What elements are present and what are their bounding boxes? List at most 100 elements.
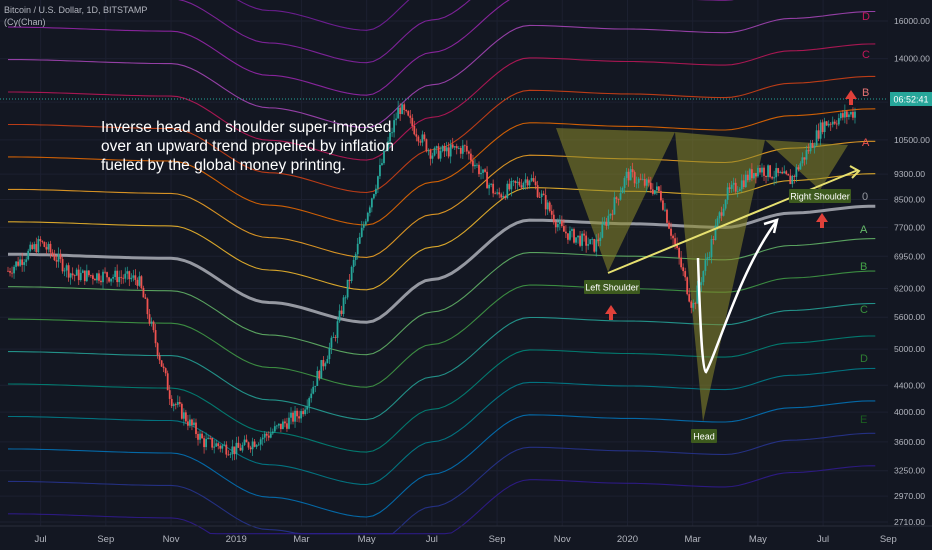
candle-body — [296, 410, 298, 417]
candle-body — [53, 255, 56, 261]
candle-body — [55, 260, 58, 262]
candle-body — [783, 171, 786, 174]
price-tick: 16000.00 — [894, 16, 930, 26]
candle-body — [579, 235, 581, 246]
candle-body — [33, 244, 36, 250]
candle-body — [850, 111, 852, 115]
candle-body — [587, 244, 590, 246]
candle-body — [769, 165, 771, 178]
candle-body — [47, 243, 50, 250]
candle-body — [732, 182, 735, 185]
candle-body — [168, 390, 171, 399]
candle-body — [217, 443, 220, 446]
candle-body — [372, 194, 375, 199]
candle-body — [332, 337, 335, 338]
candle-body — [645, 179, 648, 186]
candle-body — [767, 165, 769, 178]
candle-body — [79, 272, 82, 281]
candle-body — [678, 248, 681, 258]
candle-body — [789, 175, 792, 185]
candle-body — [480, 172, 482, 175]
candle-body — [744, 174, 747, 188]
candle-body — [116, 270, 119, 283]
candle-body — [336, 321, 339, 338]
candle-body — [627, 171, 630, 181]
candle-body — [637, 178, 640, 183]
candle-body — [189, 419, 191, 426]
candle-body — [334, 337, 337, 338]
candle-body — [51, 252, 54, 256]
candle-body — [516, 181, 519, 184]
candle-body — [799, 163, 802, 170]
right-shoulder-triangle — [765, 140, 848, 190]
candle-body — [845, 111, 848, 118]
candle-body — [419, 141, 422, 143]
candle-body — [476, 164, 478, 166]
candle-body — [292, 412, 294, 422]
candle-body — [146, 298, 149, 315]
candle-body — [277, 423, 280, 426]
candle-body — [787, 173, 790, 176]
candle-body — [540, 193, 543, 198]
candle-body — [421, 134, 424, 143]
candle-body — [235, 442, 238, 455]
candle-body — [415, 134, 418, 137]
candle-body — [164, 368, 167, 374]
candle-body — [49, 243, 52, 253]
candle-body — [35, 244, 38, 253]
channel-band — [8, 465, 876, 535]
candle-body — [69, 273, 72, 278]
candle-body — [259, 439, 262, 445]
candle-body — [413, 125, 416, 135]
candle-body — [651, 189, 654, 194]
time-tick: Jul — [817, 534, 829, 545]
candle-body — [425, 139, 428, 152]
candle-body — [482, 169, 484, 173]
candle-body — [522, 182, 525, 188]
candle-body — [389, 132, 391, 142]
candle-body — [680, 257, 683, 268]
candle-body — [160, 360, 163, 367]
candle-body — [550, 210, 553, 215]
candle-body — [61, 258, 64, 272]
time-tick: May — [749, 534, 767, 545]
channel-band — [8, 0, 734, 96]
price-axis: 16000.0014000.0012000.0010500.009300.008… — [888, 0, 932, 527]
candle-body — [441, 145, 444, 151]
candle-body — [528, 180, 531, 186]
candle-body — [763, 167, 765, 176]
candle-body — [435, 146, 438, 148]
price-tick: 4400.00 — [894, 380, 925, 390]
candle-body — [451, 144, 454, 148]
candle-body — [172, 404, 175, 407]
candle-body — [492, 183, 495, 194]
candle-body — [546, 202, 549, 210]
candle-body — [753, 173, 755, 179]
candle-body — [366, 212, 369, 222]
candle-body — [449, 144, 452, 157]
candle-body — [187, 421, 189, 426]
candle-body — [128, 271, 131, 280]
candle-body — [431, 155, 434, 159]
support-arrow-icon — [605, 305, 617, 314]
candle-body — [734, 182, 737, 192]
support-arrow-icon — [816, 213, 828, 222]
band-label-upper: C — [862, 49, 870, 61]
candle-body — [742, 180, 745, 188]
candle-body — [385, 150, 387, 152]
candle-body — [267, 435, 270, 438]
candle-body — [839, 113, 842, 119]
candle-body — [243, 439, 246, 445]
candle-body — [237, 442, 240, 448]
candle-body — [510, 181, 513, 190]
candle-body — [130, 277, 133, 280]
channel-band — [8, 108, 876, 226]
candle-body — [148, 314, 151, 324]
candle-body — [823, 121, 826, 133]
candle-body — [134, 275, 137, 280]
candle-body — [279, 423, 282, 430]
candle-body — [662, 200, 664, 210]
candle-body — [231, 446, 234, 455]
candle-body — [518, 181, 521, 186]
candle-body — [227, 454, 230, 456]
